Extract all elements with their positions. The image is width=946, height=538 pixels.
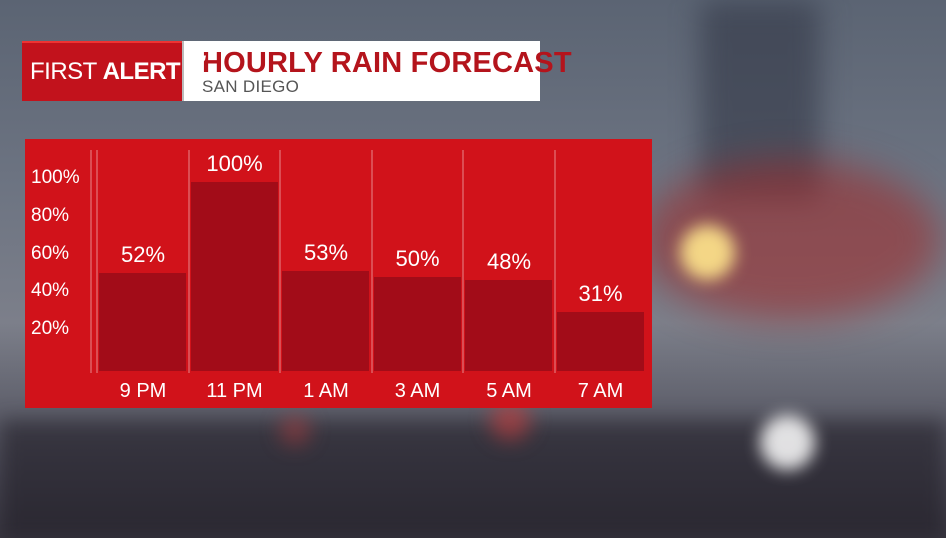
x-category-label: 1 AM: [303, 380, 349, 402]
bar: [190, 182, 278, 371]
logo-first: FIRST: [30, 58, 97, 85]
first-alert-logo: FIRST ALERT 7: [22, 41, 204, 101]
y-tick-label: 40%: [31, 280, 70, 302]
bar-value-label: 100%: [206, 151, 263, 176]
bar-value-label: 50%: [395, 245, 440, 271]
column-separator: [462, 150, 464, 373]
chart-subtitle: SAN DIEGO: [202, 77, 300, 96]
bar: [373, 276, 461, 371]
y-tick-label: 20%: [31, 318, 70, 340]
x-category-label: 9 PM: [119, 380, 167, 402]
logo-alert: ALERT: [102, 58, 181, 85]
bar-value-label: 48%: [486, 249, 532, 275]
column-separator: [90, 150, 92, 373]
y-tick-label: 100%: [31, 167, 80, 188]
bar-value-label: 53%: [303, 239, 349, 265]
y-tick-label: 60%: [31, 242, 70, 264]
title-box: HOURLY RAIN FORECAST SAN DIEGO: [182, 41, 572, 101]
column-separator: [187, 150, 190, 373]
bar-value-label: 52%: [120, 241, 166, 267]
bar: [282, 270, 369, 371]
x-category-label: 5 AM: [486, 380, 532, 402]
bar: [556, 312, 644, 371]
chart-panel: 100% 80% 60% 40% 20% 52% 9 PM 100% 11 PM 53% 1 AM 5…: [25, 139, 652, 408]
bar-value-label: 31%: [578, 281, 623, 307]
column-separator: [553, 150, 556, 373]
column-separator: [370, 150, 373, 373]
x-category-label: 3 AM: [394, 380, 441, 402]
y-tick-label: 80%: [31, 204, 70, 226]
logo-number: 7: [182, 48, 205, 92]
bar: [99, 272, 186, 371]
bar: [465, 280, 552, 371]
chart-title: HOURLY RAIN FORECAST: [202, 47, 572, 79]
column-separator: [96, 150, 98, 373]
column-separator: [279, 150, 281, 373]
x-category-label: 11 PM: [206, 380, 263, 402]
header: FIRST ALERT 7 HOURLY RAIN FORECAST SAN D…: [22, 41, 572, 101]
x-category-label: 7 AM: [577, 380, 624, 402]
